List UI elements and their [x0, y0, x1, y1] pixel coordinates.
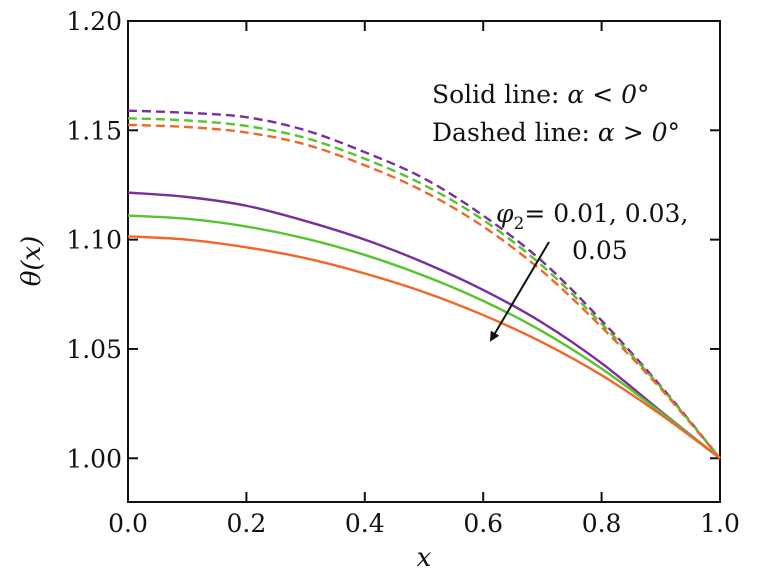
y-tick-label: 1.05 — [66, 335, 122, 364]
solid-line-note-prefix: Solid line: — [432, 80, 567, 109]
solid-line-note: Solid line: α < 0° — [432, 80, 650, 109]
y-tick-label: 1.20 — [66, 7, 122, 36]
phi-symbol: φ — [496, 199, 514, 228]
phi-arrow — [489, 241, 550, 342]
x-tick-label: 0.4 — [345, 509, 385, 538]
solid-series-line-2 — [127, 235, 721, 460]
dashed-series-line-3 — [127, 109, 721, 460]
phi-subscript: 2 — [514, 214, 525, 234]
x-tick-label: 1.0 — [700, 509, 740, 538]
dashed-line-note: Dashed line: α > 0° — [432, 118, 680, 147]
y-tick-label: 1.00 — [66, 444, 122, 473]
solid-series-line-1 — [127, 214, 721, 460]
series-lines — [127, 109, 721, 460]
solid-series-line-0 — [127, 191, 721, 460]
phi-annotation: φ2= 0.01, 0.03, — [496, 199, 688, 234]
solid-line-note-expr: α < 0° — [567, 80, 649, 109]
phi-values-line2: 0.05 — [572, 236, 628, 265]
dashed-line-note-expr: α > 0° — [598, 118, 680, 147]
y-axis-title: θ(x) — [17, 236, 47, 287]
y-tick-label: 1.15 — [66, 116, 122, 145]
y-tick-label: 1.10 — [66, 226, 122, 255]
dashed-series-line-4 — [127, 117, 721, 460]
x-tick-label: 0.6 — [463, 509, 503, 538]
dashed-series-line-5 — [127, 123, 721, 460]
x-tick-label: 0.8 — [582, 509, 622, 538]
x-tick-label: 0.0 — [108, 509, 148, 538]
x-axis-title: x — [417, 543, 432, 573]
x-tick-label: 0.2 — [227, 509, 267, 538]
phi-values-line1: = 0.01, 0.03, — [524, 199, 688, 228]
plot-frame — [127, 20, 721, 503]
ticks: 0.0 0.2 0.4 0.6 0.8 1.0 1.00 1.05 1.10 1.15 1.20 — [66, 7, 740, 538]
dashed-line-note-prefix: Dashed line: — [432, 118, 598, 147]
